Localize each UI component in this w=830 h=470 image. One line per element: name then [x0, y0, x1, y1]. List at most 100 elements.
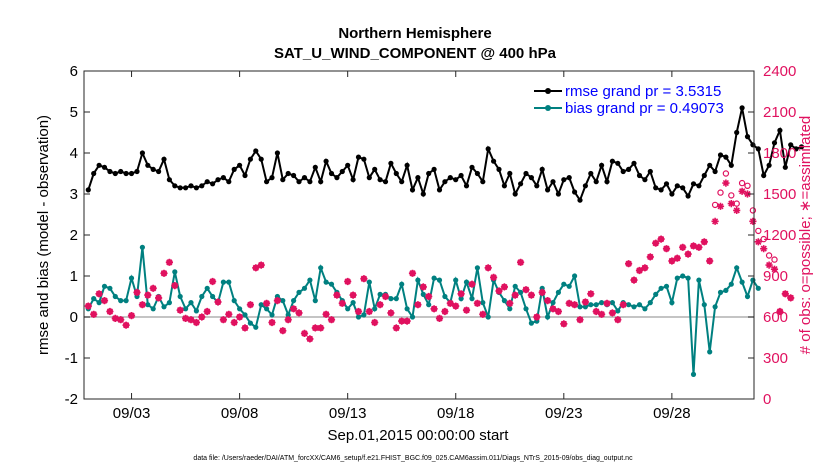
rmse-point	[210, 181, 216, 187]
obs-assimilated-point	[490, 273, 498, 281]
obs-assimilated-point	[435, 314, 444, 322]
left-tick-label: 2	[70, 227, 78, 244]
obs-assimilated-point	[765, 261, 773, 269]
right-axis: 0 300 600 900 1200 1500 1800 2100 2400	[748, 63, 796, 408]
obs-assimilated-point	[738, 187, 746, 195]
bias-point	[744, 293, 751, 300]
obs-assimilated-point	[517, 258, 525, 266]
obs-assimilated-point	[533, 313, 541, 321]
obs-assimilated-point	[268, 318, 276, 327]
rmse-point	[707, 162, 713, 168]
x-tick-label: 09/13	[329, 405, 367, 422]
obs-assimilated-point	[571, 301, 579, 309]
right-tick-label: 2400	[763, 63, 796, 80]
bias-point	[188, 300, 194, 306]
obs-assimilated-point	[500, 283, 508, 291]
obs-assimilated-point	[263, 299, 271, 307]
bias-point	[399, 281, 405, 287]
obs-assimilated-point	[603, 299, 611, 307]
rmse-point	[663, 181, 670, 187]
bias-point	[518, 289, 524, 295]
rmse-point	[242, 172, 248, 179]
rmse-point	[647, 168, 653, 175]
rmse-point	[291, 172, 297, 179]
obs-assimilated-point	[430, 305, 438, 313]
bias-point	[609, 300, 616, 306]
obs-assimilated-point	[511, 291, 519, 299]
bias-point	[420, 291, 426, 297]
rmse-point	[793, 146, 799, 152]
left-tick-label: 4	[70, 145, 78, 162]
rmse-point	[226, 179, 232, 185]
obs-assimilated-point	[652, 239, 660, 247]
obs-assimilated-point	[354, 307, 363, 316]
obs-assimilated-point	[716, 202, 725, 210]
obs-assimilated-point	[749, 217, 757, 225]
rmse-point	[669, 191, 675, 197]
obs-assimilated-point	[733, 206, 741, 214]
obs-assimilated-point	[760, 245, 768, 253]
obs-assimilated-point	[90, 310, 98, 318]
rmse-point	[480, 179, 486, 185]
bias-point	[626, 302, 632, 308]
obs-assimilated-point	[673, 254, 681, 262]
obs-assimilated-point	[365, 307, 373, 316]
rmse-point	[145, 162, 151, 168]
bias-point	[545, 314, 551, 320]
bias-point	[345, 306, 351, 312]
rmse-point	[620, 168, 626, 175]
rmse-point	[139, 150, 145, 156]
rmse-point	[761, 172, 767, 179]
rmse-point	[653, 185, 659, 191]
obs-assimilated-point	[452, 302, 460, 310]
legend-rmse-label: rmse grand pr = 3.5315	[565, 83, 721, 100]
rmse-point	[555, 191, 562, 197]
obs-assimilated-point	[111, 314, 119, 322]
rmse-point	[690, 181, 697, 187]
obs-possible-point	[755, 227, 762, 235]
bias-point	[550, 300, 556, 306]
obs-assimilated-point	[630, 276, 638, 284]
obs-assimilated-point	[646, 253, 654, 261]
rmse-point	[685, 193, 691, 199]
obs-assimilated-point	[279, 327, 287, 335]
rmse-point	[788, 142, 794, 148]
rmse-point	[680, 185, 686, 191]
bias-point	[172, 269, 178, 275]
bias-point	[318, 265, 324, 271]
bias-point	[323, 279, 329, 285]
obs-assimilated-point	[598, 310, 606, 318]
rmse-point	[355, 154, 362, 160]
left-tick-label: 0	[70, 309, 78, 326]
bias-point	[739, 279, 745, 285]
bias-point	[107, 285, 113, 291]
obs-assimilated-point	[522, 286, 530, 294]
obs-assimilated-point	[662, 245, 671, 253]
obs-assimilated-point	[711, 217, 719, 225]
rmse-point	[274, 150, 280, 156]
rmse-point	[453, 177, 459, 183]
rmse-point	[447, 175, 453, 181]
obs-assimilated-point	[457, 290, 465, 298]
obs-assimilated-point	[657, 235, 665, 243]
rmse-point	[334, 175, 340, 181]
obs-assimilated-point	[387, 309, 395, 317]
rmse-point	[220, 175, 226, 181]
bias-point	[355, 314, 362, 320]
right-tick-label: 1800	[763, 145, 796, 162]
bias-point	[285, 312, 291, 318]
bias-point	[474, 265, 480, 271]
obs-assimilated-point	[619, 301, 627, 309]
obs-assimilated-point	[668, 257, 676, 265]
rmse-point	[150, 166, 156, 172]
rmse-point	[366, 175, 372, 181]
rmse-point	[782, 164, 788, 170]
rmse-point	[269, 175, 275, 181]
rmse-point	[474, 170, 480, 177]
obs-assimilated-point	[176, 306, 184, 314]
obs-assimilated-point	[587, 290, 595, 298]
legend: rmse grand pr = 3.5315 bias grand pr = 0…	[534, 83, 724, 117]
rmse-point	[572, 189, 578, 195]
bias-point	[685, 275, 691, 281]
rmse-point	[307, 179, 313, 185]
